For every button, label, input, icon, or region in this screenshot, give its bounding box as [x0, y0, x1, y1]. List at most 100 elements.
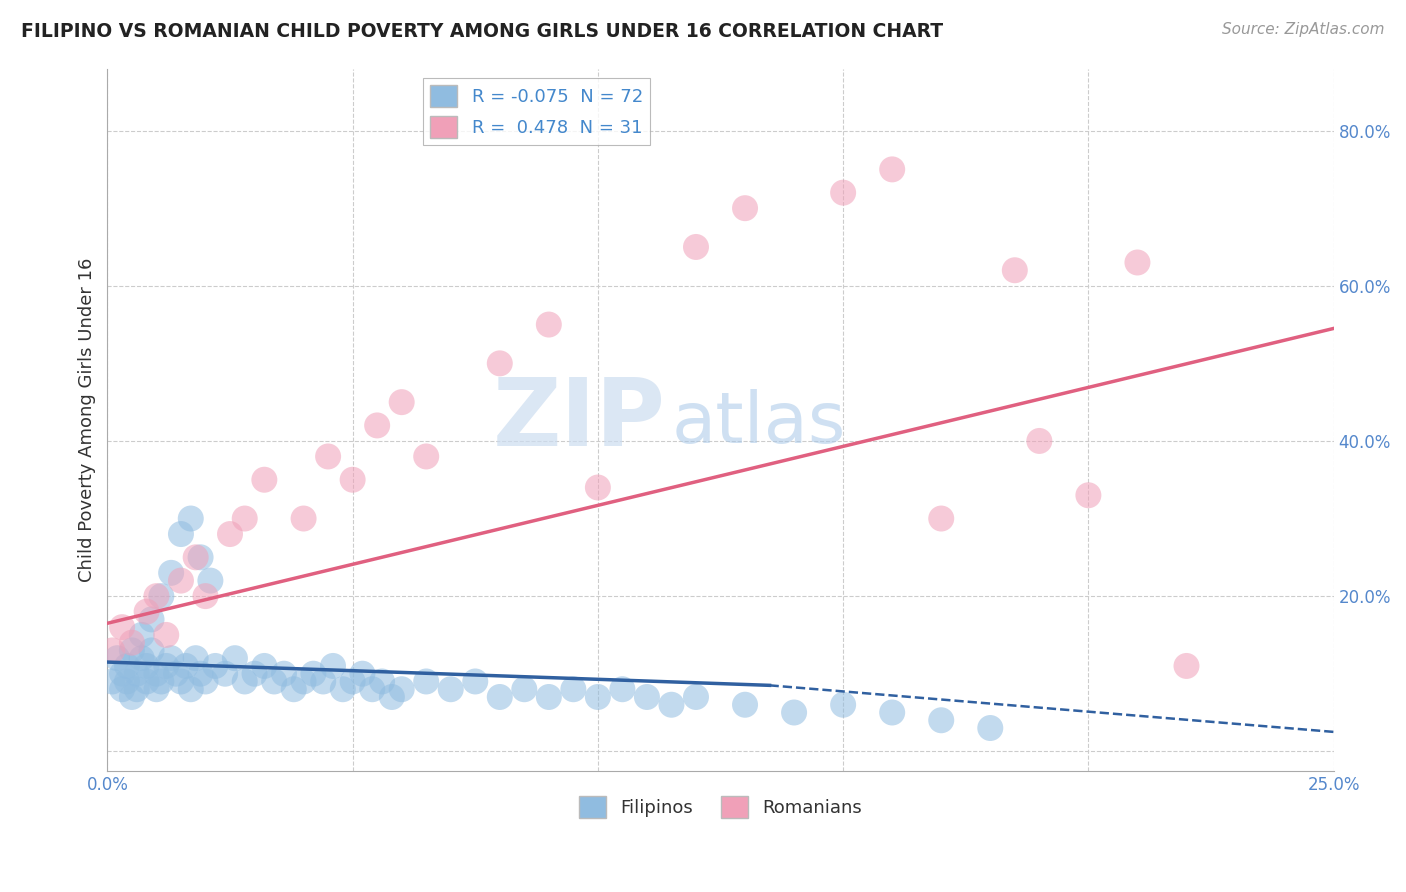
Point [135, 605, 157, 619]
Point [882, 706, 904, 720]
Point [366, 418, 388, 433]
Point [121, 635, 143, 649]
Point [190, 666, 212, 681]
Point [273, 666, 295, 681]
Point [391, 682, 413, 697]
Point [200, 574, 222, 588]
Point [243, 666, 266, 681]
Point [115, 659, 138, 673]
Point [832, 698, 855, 712]
Y-axis label: Child Poverty Among Girls Under 16: Child Poverty Among Girls Under 16 [79, 258, 96, 582]
Point [224, 651, 246, 665]
Point [391, 395, 413, 409]
Point [342, 674, 364, 689]
Point [371, 674, 394, 689]
Legend: Filipinos, Romanians: Filipinos, Romanians [572, 789, 869, 825]
Point [204, 659, 226, 673]
Point [145, 682, 167, 697]
Point [111, 620, 134, 634]
Point [537, 690, 560, 704]
Point [101, 643, 124, 657]
Point [292, 511, 315, 525]
Point [1028, 434, 1050, 448]
Point [882, 162, 904, 177]
Text: atlas: atlas [672, 389, 846, 458]
Point [734, 698, 756, 712]
Point [105, 651, 128, 665]
Point [184, 550, 207, 565]
Point [131, 628, 153, 642]
Point [115, 674, 138, 689]
Point [537, 318, 560, 332]
Point [145, 589, 167, 603]
Point [929, 713, 952, 727]
Point [832, 186, 855, 200]
Point [101, 674, 124, 689]
Point [513, 682, 536, 697]
Point [1126, 255, 1149, 269]
Point [415, 674, 437, 689]
Point [190, 550, 212, 565]
Point [586, 481, 609, 495]
Point [233, 511, 256, 525]
Point [125, 682, 148, 697]
Point [685, 240, 707, 254]
Point [125, 666, 148, 681]
Point [150, 674, 173, 689]
Text: ZIP: ZIP [492, 374, 665, 466]
Point [562, 682, 585, 697]
Point [253, 473, 276, 487]
Point [263, 674, 285, 689]
Point [155, 628, 177, 642]
Point [214, 666, 236, 681]
Point [1004, 263, 1026, 277]
Point [734, 201, 756, 215]
Point [111, 666, 134, 681]
Point [155, 659, 177, 673]
Point [180, 682, 202, 697]
Point [219, 527, 242, 541]
Point [440, 682, 463, 697]
Point [174, 659, 197, 673]
Point [180, 511, 202, 525]
Point [979, 721, 1001, 735]
Point [612, 682, 634, 697]
Point [194, 674, 217, 689]
Point [488, 690, 510, 704]
Point [783, 706, 806, 720]
Point [322, 659, 344, 673]
Point [332, 682, 354, 697]
Point [184, 651, 207, 665]
Point [194, 589, 217, 603]
Point [929, 511, 952, 525]
Point [253, 659, 276, 673]
Point [464, 674, 486, 689]
Point [342, 473, 364, 487]
Point [141, 643, 163, 657]
Point [150, 589, 173, 603]
Point [165, 666, 187, 681]
Point [145, 666, 167, 681]
Point [135, 659, 157, 673]
Point [586, 690, 609, 704]
Point [1175, 659, 1198, 673]
Point [160, 651, 183, 665]
Point [685, 690, 707, 704]
Point [170, 674, 193, 689]
Point [415, 450, 437, 464]
Point [170, 574, 193, 588]
Point [111, 682, 134, 697]
Point [352, 666, 374, 681]
Point [302, 666, 325, 681]
Point [170, 527, 193, 541]
Point [283, 682, 305, 697]
Point [135, 674, 157, 689]
Point [121, 643, 143, 657]
Point [141, 612, 163, 626]
Point [488, 356, 510, 370]
Point [1077, 488, 1099, 502]
Text: Source: ZipAtlas.com: Source: ZipAtlas.com [1222, 22, 1385, 37]
Point [121, 690, 143, 704]
Point [381, 690, 404, 704]
Point [312, 674, 335, 689]
